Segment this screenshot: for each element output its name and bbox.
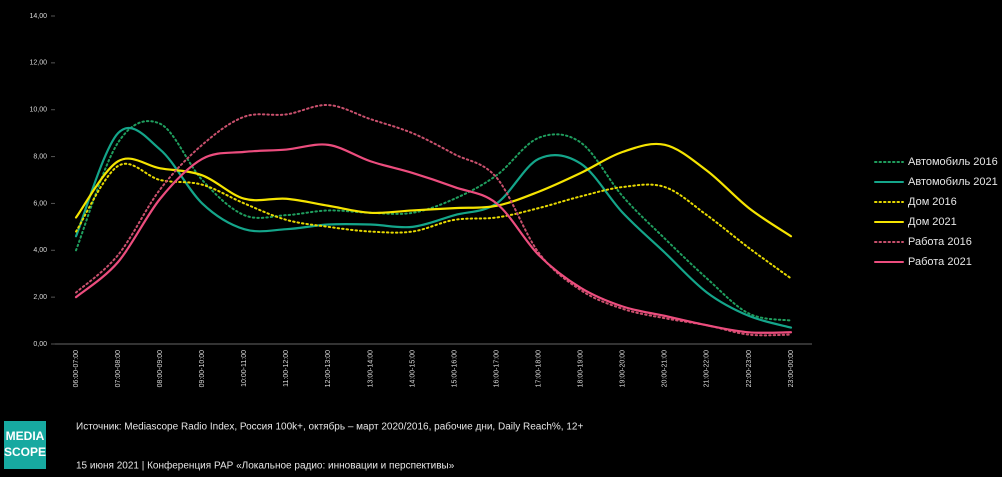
series-line [74,143,793,334]
y-tick-label: 2,00 [33,294,47,301]
legend-label: Дом 2021 [908,216,957,228]
legend-label: Автомобиль 2016 [908,156,998,168]
y-tick-label: 8,00 [33,153,47,160]
x-tick-label: 12:00-13:00 [325,350,332,387]
x-tick-label: 17:00-18:00 [535,350,542,387]
x-tick-label: 06:00-07:00 [73,350,80,387]
logo-text: SCOPE [4,445,46,459]
source: Источник: Mediascope Radio Index, Россия… [76,421,583,433]
x-tick-label: 23:00-00:00 [788,350,795,387]
x-tick-label: 21:00-22:00 [704,350,711,387]
x-tick-label: 15:00-16:00 [451,350,458,387]
y-tick-label: 0,00 [33,341,47,348]
y-tick-label: 4,00 [33,247,47,254]
x-tick-label: 16:00-17:00 [493,350,500,387]
x-tick-label: 13:00-14:00 [367,350,374,387]
x-tick-label: 11:00-12:00 [283,350,290,387]
x-tick-label: 09:00-10:00 [199,350,206,387]
series-line [74,126,793,329]
logo-bg [4,421,46,469]
x-tick-label: 07:00-08:00 [115,350,122,387]
series-line [75,104,792,337]
legend-label: Дом 2016 [908,196,957,208]
x-tick-label: 10:00-11:00 [241,350,248,387]
y-tick-label: 10,00 [29,107,47,114]
logo-text: MEDIA [6,429,45,443]
x-tick-label: 19:00-20:00 [620,350,627,387]
legend-label: Автомобиль 2021 [908,176,998,188]
x-tick-label: 22:00-23:00 [746,350,753,387]
legend-label: Работа 2016 [908,236,972,248]
x-tick-label: 14:00-15:00 [409,350,416,387]
logo: MEDIA SCOPE [4,421,46,469]
x-tick-label: 20:00-21:00 [662,350,669,387]
x-tick-label: 18:00-19:00 [578,350,585,387]
series-line [75,120,792,322]
series-line [75,162,792,280]
series-line [74,142,793,238]
legend-label: Работа 2021 [908,256,972,268]
y-tick-label: 6,00 [33,200,47,207]
y-tick-label: 14,00 [29,13,47,20]
x-tick-label: 08:00-09:00 [157,350,164,387]
footer: 15 июня 2021 | Конференция РАР «Локально… [76,460,455,472]
y-tick-label: 12,00 [29,60,47,67]
